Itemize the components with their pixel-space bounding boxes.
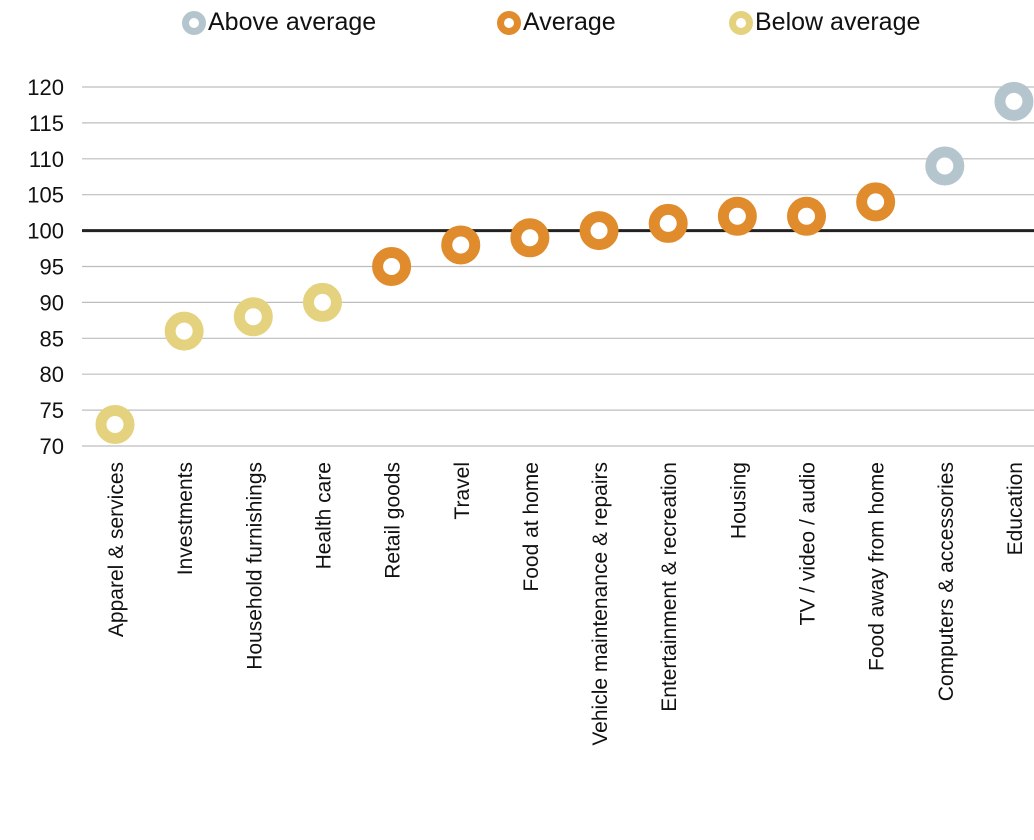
data-point [994,81,1034,121]
y-tick-label: 90 [40,290,64,315]
x-category-label: Health care [312,462,335,569]
chart-legend: Above average Average Below average [0,0,1034,50]
legend-label-average: Average [523,8,616,36]
y-tick-label: 120 [27,75,64,100]
y-tick-label: 70 [40,434,64,459]
x-category-label: Entertainment & recreation [658,462,681,712]
data-point [95,404,135,444]
x-category-label: Housing [727,462,750,539]
legend-marker-average [497,10,521,35]
x-category-label: Household furnishings [243,462,266,670]
y-tick-label: 75 [40,398,64,423]
data-point [787,196,826,236]
data-point [372,247,412,286]
x-category-label: Retail goods [382,462,405,579]
y-tick-label: 100 [27,219,64,244]
y-tick-label: 115 [29,111,64,136]
data-point [441,225,481,265]
x-category-label: Computers & accessories [935,462,958,701]
x-category-label: Food at home [520,462,543,592]
data-point [925,146,965,186]
legend-label-below-average: Below average [755,8,921,36]
data-point [579,211,619,251]
legend-item-above-average: Above average [182,8,376,37]
x-category-label: TV / video / audio [797,462,820,625]
y-tick-label: 110 [29,147,64,172]
data-point [164,311,204,351]
data-point [856,182,896,222]
x-category-label: Education [1004,462,1027,555]
legend-label-above-average: Above average [208,8,377,36]
x-category-label: Food away from home [866,462,889,671]
y-tick-label: 105 [27,183,64,208]
y-tick-label: 85 [40,326,64,351]
data-point [510,218,550,258]
data-point [648,203,688,243]
legend-item-below-average: Below average [729,8,920,37]
x-category-label: Travel [451,462,474,520]
y-tick-label: 95 [40,255,64,280]
legend-marker-below-average [729,10,753,35]
x-category-label: Apparel & services [105,462,128,637]
data-point [233,297,273,337]
legend-item-average: Average [497,8,616,37]
x-category-label: Vehicle maintenance & repairs [589,462,612,746]
legend-marker-above-average [182,10,206,35]
x-category-label: Investments [174,462,197,575]
data-point [717,196,757,236]
data-point [302,282,342,322]
y-tick-label: 80 [40,362,64,387]
